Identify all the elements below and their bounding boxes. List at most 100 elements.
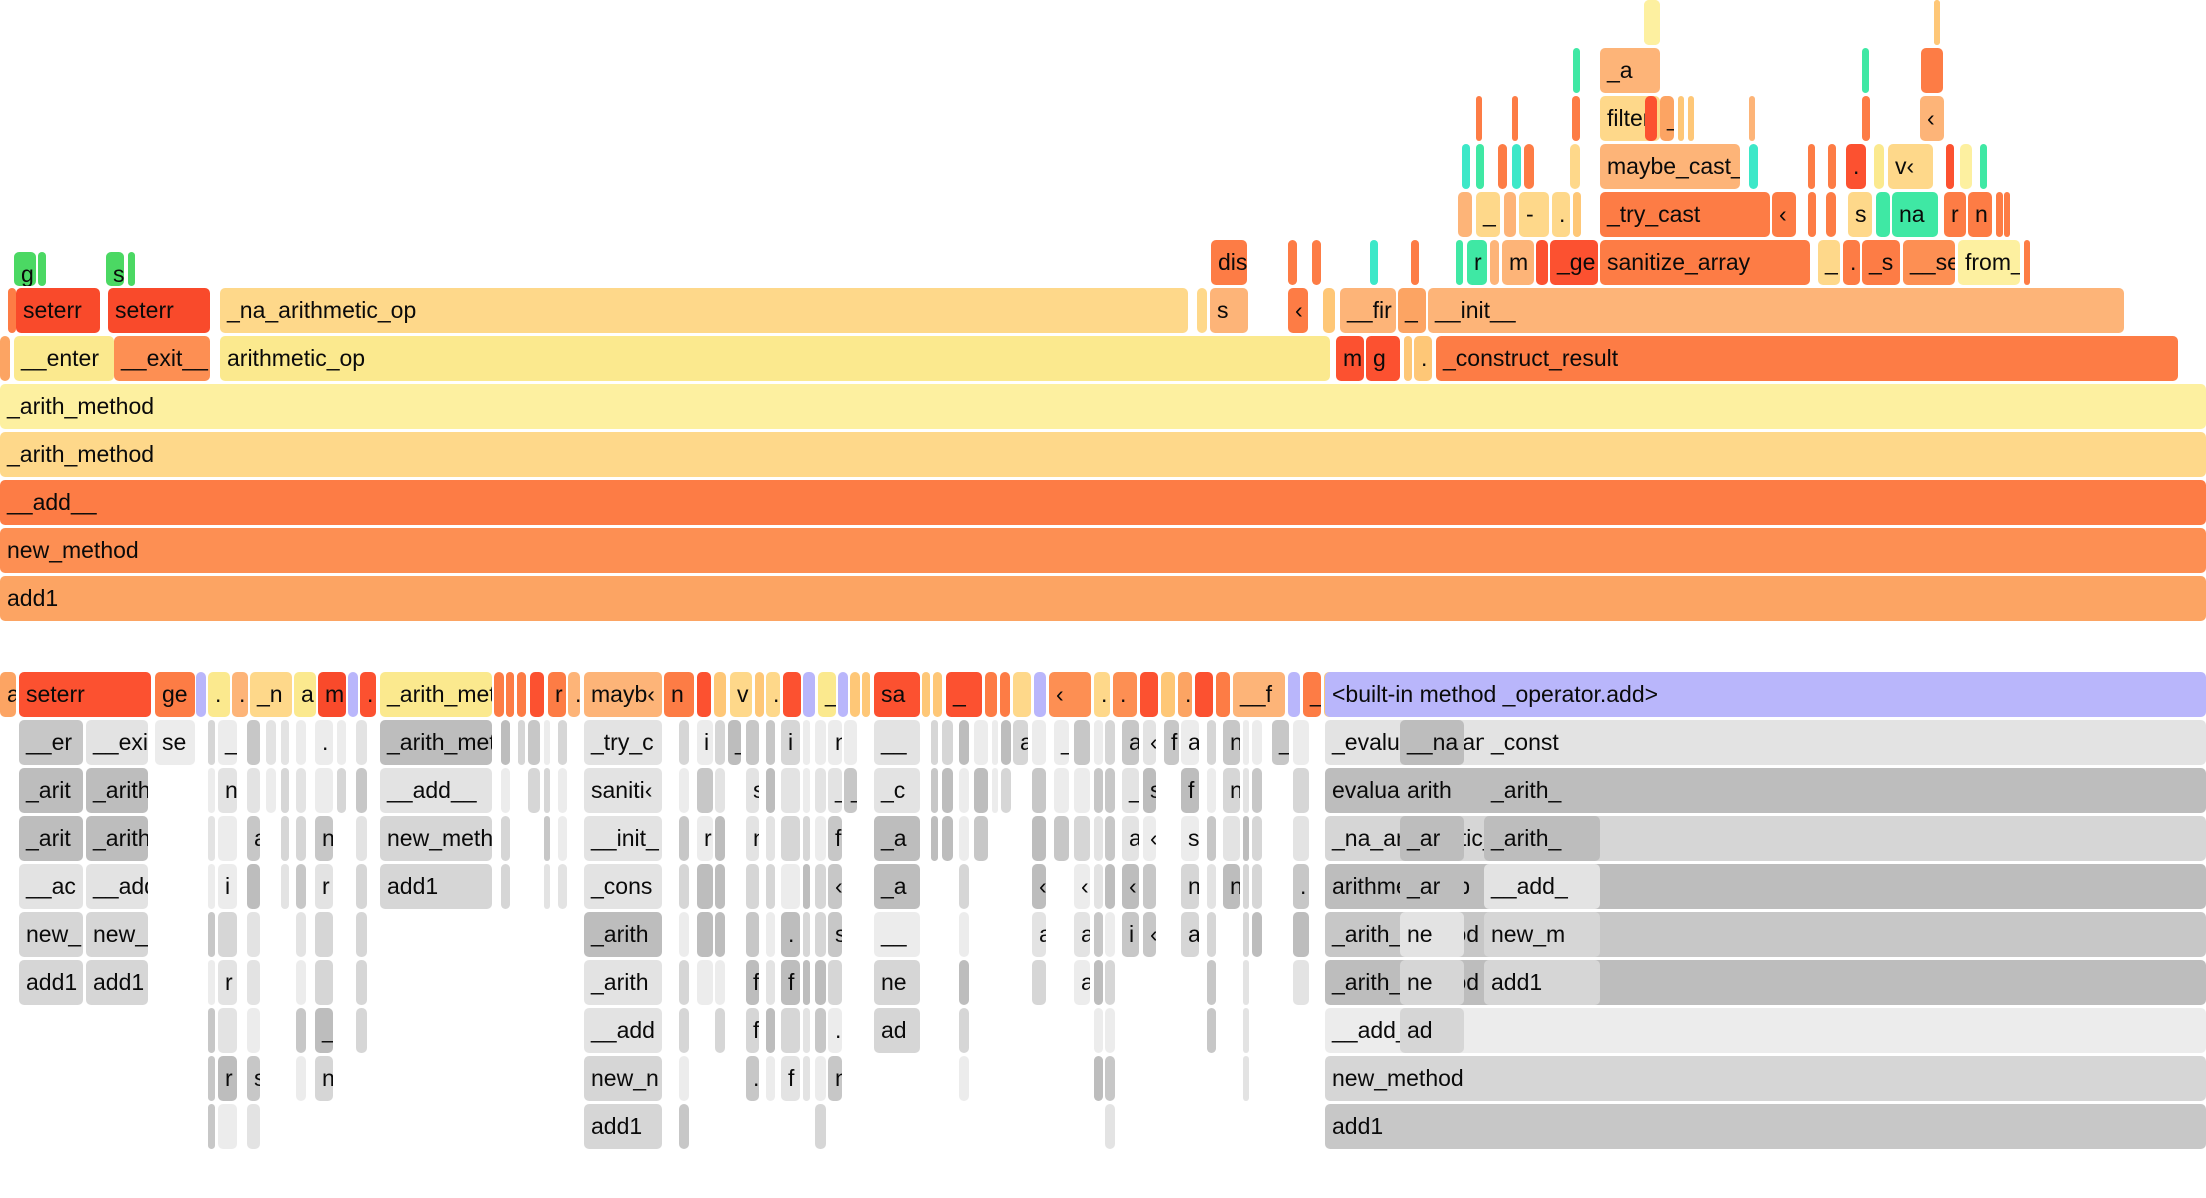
flame-sliver[interactable]: [942, 816, 953, 861]
flame-frame[interactable]: ‹: [1920, 96, 1944, 141]
flame-frame[interactable]: [1524, 144, 1534, 189]
flame-sliver[interactable]: [218, 816, 237, 861]
flame-frame[interactable]: _arith_met: [380, 672, 492, 717]
flame-column-init[interactable]: new_m: [1484, 912, 1600, 957]
flame-sliver[interactable]: [974, 720, 988, 765]
flame-sliver[interactable]: [558, 768, 567, 813]
flame-sliver[interactable]: s: [746, 768, 759, 813]
flame-frame[interactable]: __enter: [14, 336, 114, 381]
flame-sliver[interactable]: [715, 912, 725, 957]
flame-frame[interactable]: [517, 672, 526, 717]
flame-sliver[interactable]: [356, 960, 367, 1005]
flame-frame[interactable]: [1512, 144, 1521, 189]
flame-column-init[interactable]: _arith_: [1484, 768, 1600, 813]
flame-frame[interactable]: r: [1467, 240, 1487, 285]
flame-column-enter[interactable]: _arit: [19, 768, 83, 813]
flame-sliver[interactable]: [208, 960, 215, 1005]
flame-column-try-cast[interactable]: new_n: [584, 1056, 662, 1101]
flame-sliver[interactable]: [766, 912, 775, 957]
flame-frame[interactable]: [1946, 144, 1954, 189]
flame-sliver[interactable]: [679, 1056, 689, 1101]
flame-sliver[interactable]: [1293, 960, 1309, 1005]
flame-frame[interactable]: .: [1552, 192, 1570, 237]
flame-sliver[interactable]: s: [1181, 816, 1199, 861]
flame-sliver[interactable]: [959, 720, 969, 765]
flame-sliver[interactable]: r: [218, 960, 237, 1005]
flame-sliver[interactable]: [803, 720, 810, 765]
flame-sliver[interactable]: [815, 816, 826, 861]
flame-frame[interactable]: s: [1848, 192, 1872, 237]
flame-sliver[interactable]: i: [781, 720, 800, 765]
flame-sliver[interactable]: ne: [1223, 864, 1240, 909]
flame-column-arith-method[interactable]: add1: [380, 864, 492, 909]
flame-sliver[interactable]: [803, 1056, 810, 1101]
flame-sliver[interactable]: [974, 816, 988, 861]
flame-sliver[interactable]: [679, 960, 689, 1005]
flame-sliver[interactable]: [679, 1008, 689, 1053]
flame-column-enter[interactable]: add1: [19, 960, 83, 1005]
flame-sliver[interactable]: [815, 1104, 826, 1149]
flame-column-try-cast[interactable]: __add: [584, 1008, 662, 1053]
flame-sliver[interactable]: [679, 1104, 689, 1149]
flame-sliver[interactable]: [1094, 1008, 1103, 1053]
flame-sliver[interactable]: [315, 768, 333, 813]
flame-frame[interactable]: _a: [1600, 48, 1660, 93]
flame-frame[interactable]: .: [1113, 672, 1137, 717]
flame-sliver[interactable]: [356, 864, 367, 909]
flame-column-sanitize[interactable]: ad: [874, 1008, 920, 1053]
flame-sliver[interactable]: [931, 768, 938, 813]
flame-sliver[interactable]: [1252, 912, 1262, 957]
flame-column-sanitize[interactable]: _a: [874, 816, 920, 861]
flame-sliver[interactable]: [281, 768, 289, 813]
flame-frame[interactable]: _na_arithmetic_op: [220, 288, 1188, 333]
flame-sliver[interactable]: a: [1074, 960, 1090, 1005]
flame-frame[interactable]: [1826, 192, 1836, 237]
flame-sliver[interactable]: [1243, 816, 1249, 861]
flame-frame[interactable]: [1161, 672, 1175, 717]
flame-frame[interactable]: [1456, 240, 1463, 285]
flame-frame[interactable]: [1921, 48, 1943, 93]
flame-sliver[interactable]: [558, 720, 567, 765]
flame-sliver[interactable]: [1054, 768, 1069, 813]
flame-sliver[interactable]: [337, 720, 346, 765]
flame-frame[interactable]: na: [1892, 192, 1938, 237]
flame-column-init[interactable]: add1: [1484, 960, 1600, 1005]
flame-sliver[interactable]: r: [218, 1056, 237, 1101]
flame-frame[interactable]: [348, 672, 358, 717]
flame-frame[interactable]: sa: [874, 672, 920, 717]
flame-sliver[interactable]: ‹: [1074, 864, 1090, 909]
flame-sliver[interactable]: [208, 768, 215, 813]
flame-column-seterr[interactable]: se: [155, 720, 195, 765]
flame-sliver[interactable]: ‹: [1122, 864, 1139, 909]
flame-sliver[interactable]: [766, 1056, 775, 1101]
flame-sliver[interactable]: [1001, 720, 1011, 765]
flame-frame[interactable]: [1462, 144, 1470, 189]
flame-sliver[interactable]: [1094, 720, 1103, 765]
flame-frame[interactable]: .: [1846, 144, 1866, 189]
flame-frame[interactable]: _: [946, 672, 982, 717]
flame-sliver[interactable]: [356, 816, 367, 861]
flame-frame[interactable]: .: [568, 672, 580, 717]
flame-frame[interactable]: n: [664, 672, 694, 717]
flame-sliver[interactable]: [803, 768, 810, 813]
flame-frame-main-stack[interactable]: __add__: [1325, 1008, 2206, 1053]
flame-sliver[interactable]: [715, 960, 725, 1005]
flame-column-arith-method[interactable]: new_meth: [380, 816, 492, 861]
flame-frame[interactable]: _: [1476, 192, 1500, 237]
flame-column-dispatch[interactable]: arith: [1400, 768, 1464, 813]
flame-sliver[interactable]: [208, 816, 215, 861]
flame-sliver[interactable]: [356, 768, 367, 813]
flame-sliver[interactable]: [315, 960, 333, 1005]
flame-frame[interactable]: [1312, 240, 1321, 285]
flame-sliver[interactable]: [959, 912, 969, 957]
flame-sliver[interactable]: [281, 864, 289, 909]
flame-sliver[interactable]: [247, 960, 260, 1005]
flame-frame[interactable]: _: [1303, 672, 1321, 717]
flame-column-exit[interactable]: new_n: [86, 912, 148, 957]
flame-sliver[interactable]: [815, 1008, 826, 1053]
flame-sliver[interactable]: [1105, 960, 1115, 1005]
flame-frame[interactable]: [1570, 144, 1580, 189]
flame-frame[interactable]: [933, 672, 942, 717]
flame-column-try-cast[interactable]: _try_c: [584, 720, 662, 765]
flame-sliver[interactable]: [959, 816, 969, 861]
